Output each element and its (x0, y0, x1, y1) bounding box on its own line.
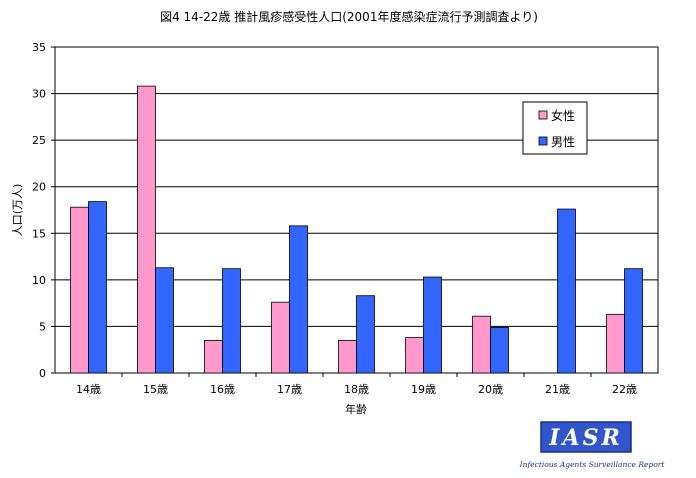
bars (70, 85, 643, 374)
bar-female-0 (70, 206, 89, 374)
y-axis-label: 人口(万人) (11, 184, 24, 237)
bar-female-6 (472, 315, 491, 374)
bar-female-4 (338, 339, 357, 374)
logo-subtitle: Infectious Agents Surveillance Report (519, 460, 666, 469)
legend-box (522, 101, 588, 155)
bar-female-1 (137, 85, 156, 374)
legend-swatch-female (538, 110, 548, 120)
bar-female-8 (606, 313, 625, 374)
bar-male-4 (356, 295, 375, 374)
legend: 女性 男性 (522, 101, 588, 155)
chart-title: 図4 14-22歳 推計風疹感受性人口(2001年度感染症流行予測調査より) (160, 9, 538, 24)
bar-female-5 (405, 337, 424, 374)
iasr-logo: IASR Infectious Agents Surveillance Repo… (519, 421, 666, 469)
y-tick-label: 15 (32, 227, 46, 240)
y-tick-label: 25 (32, 134, 46, 147)
x-tick-label: 22歳 (612, 383, 637, 396)
x-tick-label: 20歳 (478, 383, 503, 396)
x-tick-label: 17歳 (277, 383, 302, 396)
logo-text: IASR (548, 425, 623, 451)
x-axis-label: 年齢 (345, 402, 367, 416)
y-axis-ticks: 0 5 10 15 20 25 30 35 (32, 41, 55, 380)
bar-male-7 (557, 208, 576, 374)
bar-male-8 (624, 268, 643, 374)
legend-swatch-male (538, 136, 548, 146)
x-tick-label: 18歳 (344, 383, 369, 396)
x-tick-label: 19歳 (411, 383, 436, 396)
y-tick-label: 30 (32, 88, 46, 101)
bar-male-6 (490, 326, 509, 374)
bar-male-2 (222, 268, 241, 374)
x-axis-ticks: 14歳 15歳 16歳 17歳 18歳 19歳 20歳 21歳 22歳 (76, 373, 637, 396)
x-tick-label: 14歳 (76, 383, 101, 396)
y-tick-label: 5 (39, 320, 46, 333)
bar-female-3 (271, 301, 290, 374)
y-tick-label: 0 (39, 367, 46, 380)
bar-male-5 (423, 276, 442, 374)
legend-label-female: 女性 (551, 108, 575, 123)
legend-label-male: 男性 (551, 135, 575, 149)
y-tick-label: 10 (32, 274, 46, 287)
x-tick-label: 16歳 (210, 383, 235, 396)
bar-female-2 (204, 339, 223, 374)
bar-male-0 (88, 201, 107, 374)
x-tick-label: 21歳 (545, 383, 570, 396)
bar-male-1 (155, 267, 174, 374)
x-tick-label: 15歳 (143, 383, 168, 396)
y-tick-label: 35 (32, 41, 46, 54)
y-tick-label: 20 (32, 181, 46, 194)
bar-male-3 (289, 225, 308, 374)
logo-background (540, 421, 632, 453)
